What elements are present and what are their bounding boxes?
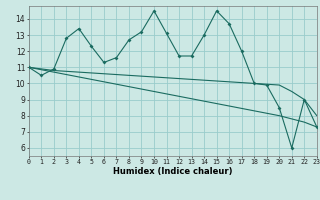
X-axis label: Humidex (Indice chaleur): Humidex (Indice chaleur) <box>113 167 233 176</box>
